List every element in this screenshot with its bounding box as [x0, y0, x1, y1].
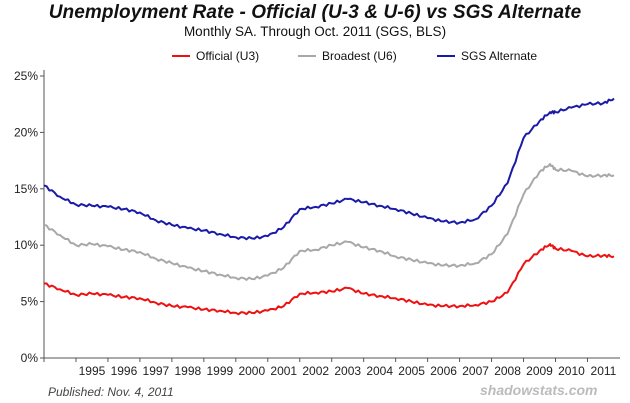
x-tick-label: 1996	[111, 364, 138, 378]
x-tick-label: 2010	[558, 364, 585, 378]
x-tick-label: 2004	[366, 364, 393, 378]
y-tick-label: 5%	[21, 295, 39, 309]
published-date: Published: Nov. 4, 2011	[48, 385, 174, 399]
x-tick-label: 2009	[526, 364, 553, 378]
x-tick-label: 1999	[206, 364, 233, 378]
x-tick-label: 2005	[398, 364, 425, 378]
legend-label-sgs-alternate: SGS Alternate	[461, 49, 538, 63]
x-tick-label: 2002	[302, 364, 329, 378]
x-axis-ticks: 1995 1996 1997 1998 1999 2000 2001 2002 2003 2004…	[43, 358, 617, 378]
legend-swatch-sgs-alternate	[437, 55, 455, 57]
axes	[43, 70, 620, 359]
x-tick-label: 2008	[494, 364, 521, 378]
x-tick-label: 2007	[462, 364, 489, 378]
series-line-broadest-u6	[43, 162, 615, 281]
x-tick-label: 2006	[430, 364, 457, 378]
x-tick-label: 2000	[238, 364, 265, 378]
legend-item-sgs-alternate: SGS Alternate	[437, 49, 537, 63]
chart-subtitle: Monthly SA. Through Oct. 2011 (SGS, BLS)	[183, 24, 447, 39]
y-tick-label: 10%	[14, 238, 38, 252]
series-lines	[43, 97, 615, 316]
chart-title: Unemployment Rate - Official (U-3 & U-6)…	[48, 2, 582, 23]
y-tick-label: 25%	[14, 69, 38, 83]
legend-swatch-official-u3	[172, 55, 190, 57]
x-tick-label: 1997	[143, 364, 170, 378]
x-tick-label: 2003	[334, 364, 361, 378]
series-line-official-u3	[43, 243, 615, 316]
legend-label-broadest-u6: Broadest (U6)	[322, 49, 397, 63]
x-tick-label: 1998	[175, 364, 202, 378]
x-tick-label: 2011	[591, 364, 617, 378]
legend-item-broadest-u6: Broadest (U6)	[298, 49, 397, 63]
series-line-sgs-alternate	[43, 97, 615, 241]
x-tick-label: 1995	[79, 364, 106, 378]
y-tick-label: 20%	[14, 125, 38, 139]
y-tick-label: 15%	[14, 182, 38, 196]
y-axis-ticks: 0% 5% 10% 15% 20% 25%	[14, 69, 44, 365]
y-tick-label: 0%	[21, 351, 39, 365]
legend-swatch-broadest-u6	[298, 55, 316, 57]
watermark: shadowstats.com	[480, 382, 598, 398]
legend-label-official-u3: Official (U3)	[196, 49, 260, 63]
x-tick-label: 2001	[270, 364, 297, 378]
legend: Official (U3) Broadest (U6) SGS Alternat…	[0, 49, 630, 65]
legend-item-official-u3: Official (U3)	[172, 49, 259, 63]
